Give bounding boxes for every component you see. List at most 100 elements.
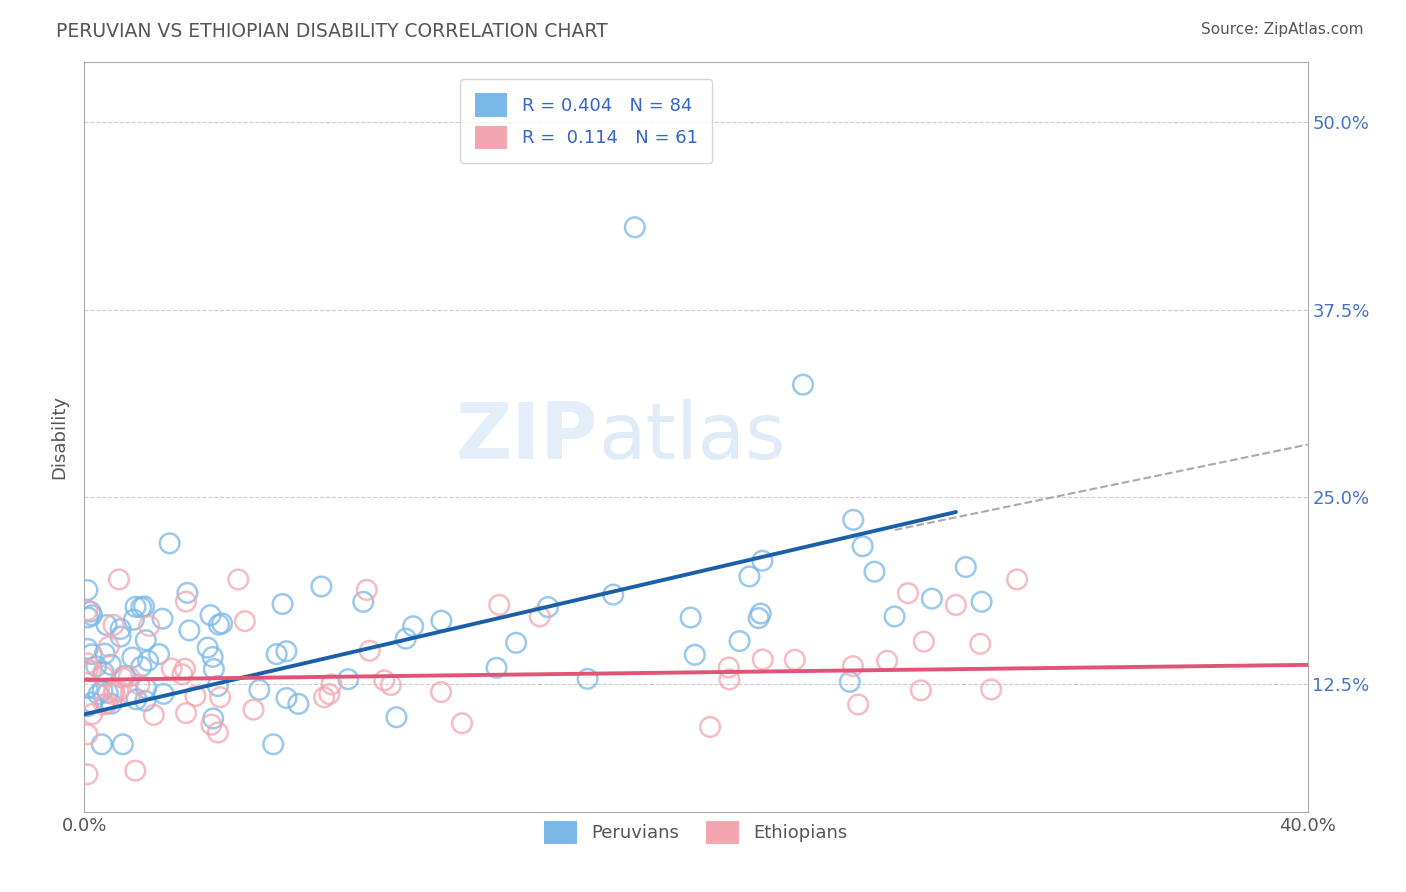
Point xyxy=(287,697,309,711)
Text: PERUVIAN VS ETHIOPIAN DISABILITY CORRELATION CHART: PERUVIAN VS ETHIOPIAN DISABILITY CORRELA… xyxy=(56,22,607,41)
Point xyxy=(202,711,225,725)
Point xyxy=(852,539,875,553)
Point xyxy=(430,614,453,628)
Point xyxy=(842,659,865,673)
Text: atlas: atlas xyxy=(598,399,786,475)
Point xyxy=(748,611,770,625)
Point xyxy=(197,640,219,655)
Point xyxy=(352,595,374,609)
Point xyxy=(980,682,1002,697)
Point xyxy=(749,607,772,621)
Point xyxy=(76,767,98,781)
Point xyxy=(718,673,741,687)
Point xyxy=(76,583,98,598)
Point xyxy=(505,636,527,650)
Point xyxy=(91,669,114,683)
Point xyxy=(751,554,773,568)
Point xyxy=(125,692,148,706)
Point xyxy=(152,687,174,701)
Point xyxy=(201,649,224,664)
Point xyxy=(311,580,333,594)
Point xyxy=(337,672,360,686)
Point xyxy=(271,597,294,611)
Point xyxy=(200,717,222,731)
Point xyxy=(314,690,336,705)
Point xyxy=(100,657,122,672)
Point xyxy=(76,657,98,671)
Point xyxy=(96,697,118,711)
Point xyxy=(174,594,197,608)
Point xyxy=(717,660,740,674)
Point xyxy=(111,737,134,751)
Point xyxy=(233,614,256,628)
Point xyxy=(912,634,935,648)
Point xyxy=(846,698,869,712)
Point xyxy=(90,737,112,751)
Point xyxy=(451,716,474,731)
Point xyxy=(838,674,860,689)
Point xyxy=(124,599,146,614)
Point xyxy=(80,608,103,623)
Point xyxy=(356,582,378,597)
Point xyxy=(77,662,100,676)
Legend: Peruvians, Ethiopians: Peruvians, Ethiopians xyxy=(537,814,855,851)
Point xyxy=(883,609,905,624)
Point xyxy=(134,694,156,708)
Point xyxy=(176,586,198,600)
Point xyxy=(184,689,207,703)
Point xyxy=(122,613,145,627)
Point xyxy=(738,569,761,583)
Point xyxy=(172,667,194,681)
Point xyxy=(80,707,103,722)
Point xyxy=(402,619,425,633)
Point xyxy=(174,662,197,676)
Point xyxy=(76,641,98,656)
Point xyxy=(910,683,932,698)
Point xyxy=(202,662,225,676)
Point xyxy=(208,617,231,632)
Y-axis label: Disability: Disability xyxy=(51,395,69,479)
Point xyxy=(96,618,118,632)
Point xyxy=(529,609,551,624)
Point xyxy=(863,565,886,579)
Point xyxy=(276,691,298,706)
Point xyxy=(200,608,222,623)
Point xyxy=(207,725,229,739)
Point xyxy=(211,616,233,631)
Point xyxy=(97,640,120,654)
Point xyxy=(103,618,125,632)
Point xyxy=(97,686,120,700)
Point xyxy=(160,661,183,675)
Point xyxy=(602,588,624,602)
Point xyxy=(110,622,132,636)
Point xyxy=(76,603,98,617)
Point xyxy=(385,710,408,724)
Point xyxy=(136,654,159,668)
Point xyxy=(76,699,98,714)
Point xyxy=(76,681,98,695)
Point xyxy=(159,536,181,550)
Point xyxy=(699,720,721,734)
Point xyxy=(488,598,510,612)
Point xyxy=(683,648,706,662)
Point xyxy=(318,687,340,701)
Point xyxy=(121,650,143,665)
Point xyxy=(107,683,129,698)
Point xyxy=(120,687,142,701)
Point xyxy=(135,681,157,696)
Point xyxy=(247,682,270,697)
Point xyxy=(94,647,117,661)
Point xyxy=(266,647,288,661)
Point xyxy=(129,600,152,615)
Point xyxy=(242,703,264,717)
Point xyxy=(129,659,152,673)
Point xyxy=(842,513,865,527)
Point xyxy=(969,637,991,651)
Point xyxy=(430,685,453,699)
Point xyxy=(100,697,122,711)
Point xyxy=(207,679,229,693)
Point xyxy=(679,610,702,624)
Point xyxy=(108,573,131,587)
Point xyxy=(751,652,773,666)
Point xyxy=(148,647,170,661)
